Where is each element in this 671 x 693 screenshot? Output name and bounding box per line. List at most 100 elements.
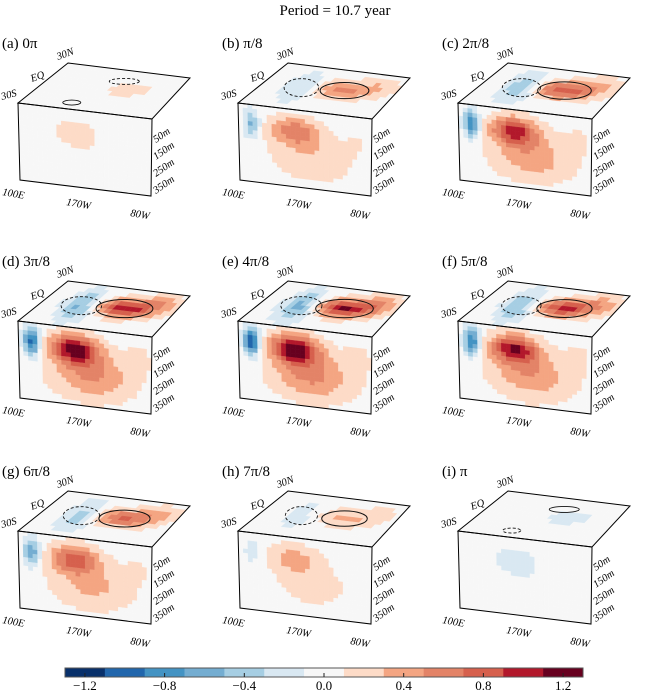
- lon-tick: 100E: [441, 405, 465, 420]
- heat-cell: [61, 360, 67, 366]
- heat-cell: [467, 108, 473, 114]
- heat-cell: [295, 336, 301, 342]
- heat-cell: [539, 377, 545, 383]
- heat-cell: [42, 139, 48, 146]
- heat-cell: [46, 328, 52, 334]
- heat-cell: [534, 342, 540, 349]
- heat-cell: [122, 175, 128, 181]
- heat-cell: [243, 146, 249, 152]
- heat-cell: [458, 132, 464, 139]
- heat-cell: [548, 122, 554, 128]
- heat-cell: [113, 546, 119, 552]
- heat-cell: [89, 124, 95, 130]
- heat-cell: [572, 398, 578, 404]
- heat-cell: [99, 116, 105, 123]
- heat-cell: [290, 117, 296, 123]
- heat-cell: [27, 343, 34, 349]
- heat-cell: [47, 392, 53, 398]
- lon-tick: 170W: [65, 197, 92, 212]
- heat-cell: [300, 118, 306, 125]
- heat-cell: [28, 381, 34, 388]
- heat-cell: [572, 347, 578, 353]
- heat-cell: [572, 137, 578, 144]
- heat-cell: [319, 351, 325, 358]
- heat-cell: [496, 145, 502, 152]
- heat-cell: [486, 110, 492, 116]
- heat-cell: [472, 142, 479, 149]
- heat-cell: [33, 579, 39, 585]
- heat-cell: [328, 182, 334, 188]
- heat-cell: [352, 137, 358, 144]
- heat-cell: [328, 400, 334, 406]
- heat-cell: [122, 145, 129, 151]
- heat-cell: [70, 579, 77, 586]
- heat-cell: [258, 391, 264, 397]
- heat-cell: [267, 157, 273, 163]
- heat-cell: [56, 569, 62, 575]
- heat-cell: [328, 340, 334, 346]
- heat-cell: [71, 386, 77, 393]
- heat-cell: [520, 336, 526, 343]
- heat-cell: [496, 120, 502, 126]
- heat-cell: [352, 398, 358, 404]
- heat-cell: [277, 389, 283, 395]
- heat-cell: [52, 376, 58, 382]
- heat-cell: [314, 176, 320, 182]
- heat-cell: [123, 337, 129, 343]
- heat-cell: [52, 158, 58, 164]
- heat-cell: [548, 395, 554, 402]
- heat-cell: [352, 381, 358, 387]
- heat-cell: [99, 377, 105, 383]
- heat-cell: [458, 111, 464, 117]
- heat-cell: [520, 165, 526, 172]
- heat-cell: [276, 351, 282, 357]
- heat-cell: [85, 577, 91, 583]
- heat-cell: [276, 342, 282, 348]
- heat-cell: [510, 156, 517, 162]
- heat-cell: [473, 155, 479, 162]
- heat-cell: [141, 156, 147, 162]
- heat-cell: [319, 334, 325, 341]
- heat-cell: [534, 167, 540, 173]
- heat-cell: [347, 154, 353, 160]
- heat-cell: [118, 581, 124, 587]
- heat-cell: [127, 380, 133, 387]
- heat-cell: [309, 333, 315, 339]
- heat-cell: [361, 399, 367, 406]
- heat-cell: [529, 149, 535, 156]
- heat-cell: [61, 351, 67, 357]
- heat-cell: [75, 576, 81, 582]
- heat-cell: [252, 352, 259, 358]
- heat-cell: [356, 399, 362, 405]
- heat-cell: [543, 352, 550, 358]
- heat-cell: [127, 389, 133, 395]
- heat-cell: [352, 184, 358, 191]
- heat-cell: [80, 388, 86, 394]
- heat-cell: [478, 378, 484, 384]
- heat-cell: [28, 146, 34, 152]
- heat-cell: [468, 390, 475, 396]
- heat-cell: [290, 339, 296, 346]
- heat-cell: [47, 589, 53, 596]
- heat-cell: [85, 144, 91, 151]
- heat-cell: [18, 136, 24, 143]
- heat-cell: [553, 387, 559, 394]
- heat-cell: [496, 355, 502, 361]
- heat-cell: [99, 608, 105, 615]
- heat-cell: [66, 159, 72, 166]
- heat-cell: [113, 567, 119, 574]
- heat-cell: [586, 391, 592, 398]
- heat-cell: [534, 364, 540, 370]
- heat-cell: [46, 341, 53, 347]
- heat-cell: [243, 359, 249, 366]
- heat-cell: [146, 122, 153, 128]
- heat-cell: [122, 183, 128, 190]
- heat-cell: [515, 344, 521, 351]
- heat-cell: [342, 145, 349, 151]
- top-face: [17, 280, 191, 338]
- heat-cell: [65, 343, 72, 349]
- heat-cell: [496, 333, 502, 340]
- heat-cell: [47, 157, 53, 163]
- heat-cell: [323, 343, 330, 350]
- heat-cell: [458, 337, 464, 344]
